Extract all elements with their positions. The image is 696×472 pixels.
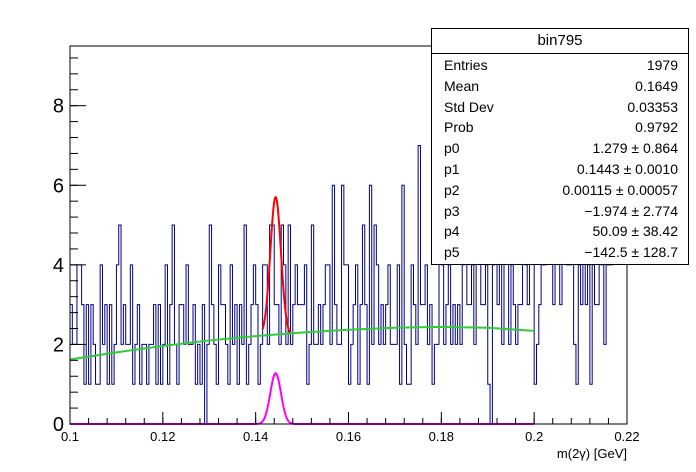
stats-box-title: bin795: [432, 29, 688, 54]
x-tick-label: 0.2: [525, 429, 543, 444]
stats-row-value: 0.1649: [635, 77, 678, 94]
stats-row: p1 0.1443 ± 0.0010: [432, 159, 688, 179]
fit-curve-0: [261, 196, 292, 335]
stats-row-name: p3: [444, 202, 460, 219]
x-tick-label: 0.12: [150, 429, 175, 444]
stats-row-value: 1.279 ± 0.864: [592, 140, 678, 157]
fit-curve-2: [69, 325, 535, 361]
stats-box: bin795 Entries 1979 Mean 0.1649 Std Dev 0.033…: [431, 28, 689, 265]
stats-row-name: Std Dev: [444, 98, 494, 115]
stats-row-value: −142.5 ± 128.7: [584, 244, 678, 261]
x-tick-label: 0.22: [614, 429, 639, 444]
stats-row-name: p0: [444, 140, 460, 157]
stats-row: p2 0.00115 ± 0.00057: [432, 180, 688, 200]
y-tick-label: 2: [53, 334, 64, 356]
stats-row-name: p1: [444, 161, 460, 177]
x-tick-label: 0.14: [243, 429, 268, 444]
stats-row: Std Dev 0.03353: [432, 97, 688, 117]
stats-row: p3 −1.974 ± 2.774: [432, 201, 688, 221]
x-tick-label: 0.18: [429, 429, 454, 444]
histogram-steps: [70, 144, 614, 425]
histogram-layer: [70, 144, 614, 425]
stats-row-value: 0.1443 ± 0.0010: [576, 161, 678, 177]
stats-row: Mean 0.1649: [432, 76, 688, 96]
stats-row-name: p5: [444, 244, 460, 261]
stats-row-name: p2: [444, 181, 460, 198]
y-tick-label: 8: [53, 96, 64, 118]
x-tick-label: 0.1: [61, 429, 79, 444]
axes-layer: 0.1 0.12 0.14 0.16 0.18 0.2 0.22 0 2 4 6 8: [53, 45, 640, 444]
stats-row-name: Entries: [444, 57, 488, 73]
stats-row: p4 50.09 ± 38.42: [432, 221, 688, 241]
x-tick-label: 0.16: [336, 429, 361, 444]
stats-row-name: p4: [444, 223, 460, 240]
stats-row-value: 0.9792: [635, 119, 678, 136]
stats-row: p5 −142.5 ± 128.7: [432, 242, 688, 262]
stats-row-value: 0.00115 ± 0.00057: [562, 181, 678, 198]
stats-row-name: Prob: [444, 119, 474, 136]
stats-row: Entries 1979: [432, 55, 688, 75]
x-axis-label: m(2γ) [GeV]: [557, 446, 627, 461]
y-tick-label: 0: [53, 414, 64, 436]
stats-row: p0 1.279 ± 0.864: [432, 138, 688, 158]
stats-row-name: Mean: [444, 77, 480, 94]
y-tick-label: 6: [53, 175, 64, 197]
stats-row: Prob 0.9792: [432, 117, 688, 137]
stats-row-value: −1.974 ± 2.774: [584, 202, 678, 219]
stats-row-value: 50.09 ± 38.42: [592, 223, 678, 240]
y-tick-label: 4: [53, 255, 64, 277]
stats-row-value: 1979: [646, 57, 678, 73]
stats-row-value: 0.03353: [627, 98, 678, 115]
